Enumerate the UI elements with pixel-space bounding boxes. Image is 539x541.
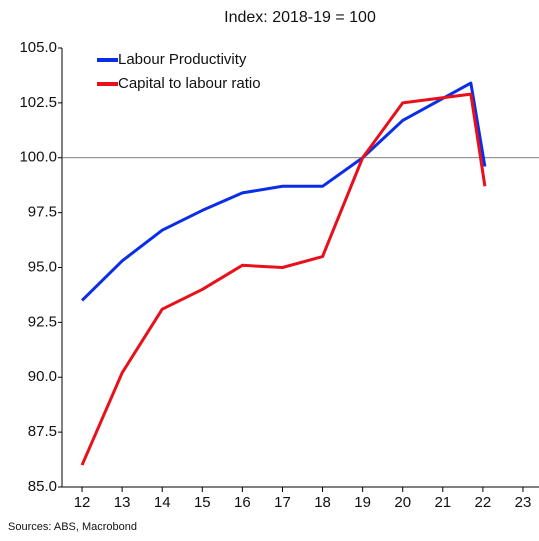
y-tick-label: 105.0: [19, 39, 57, 56]
x-tick-label: 18: [314, 494, 331, 511]
chart-title: Index: 2018-19 = 100: [224, 9, 376, 26]
x-tick-label: 22: [475, 494, 492, 511]
y-tick-label: 90.0: [28, 368, 57, 385]
source-note: Sources: ABS, Macrobond: [8, 521, 137, 533]
x-tick-label: 13: [114, 494, 131, 511]
legend-label: Capital to labour ratio: [118, 75, 261, 92]
series-line: [80, 81, 487, 302]
legend-label: Labour Productivity: [118, 51, 247, 68]
x-tick-label: 15: [194, 494, 211, 511]
y-tick-label: 100.0: [19, 149, 57, 166]
x-tick-label: 12: [74, 494, 91, 511]
y-tick-label: 92.5: [28, 313, 57, 330]
y-tick-label: 85.0: [28, 478, 57, 495]
x-tick-label: 23: [515, 494, 532, 511]
y-tick-label: 97.5: [28, 204, 57, 221]
x-tick-label: 14: [154, 494, 171, 511]
x-tick-label: 19: [354, 494, 371, 511]
x-tick-label: 17: [274, 494, 291, 511]
series-line: [80, 92, 487, 466]
x-tick-label: 16: [234, 494, 251, 511]
y-tick-label: 95.0: [28, 258, 57, 275]
y-tick-label: 87.5: [28, 423, 57, 440]
y-tick-label: 102.5: [19, 94, 57, 111]
x-tick-label: 20: [394, 494, 411, 511]
x-tick-label: 21: [434, 494, 451, 511]
